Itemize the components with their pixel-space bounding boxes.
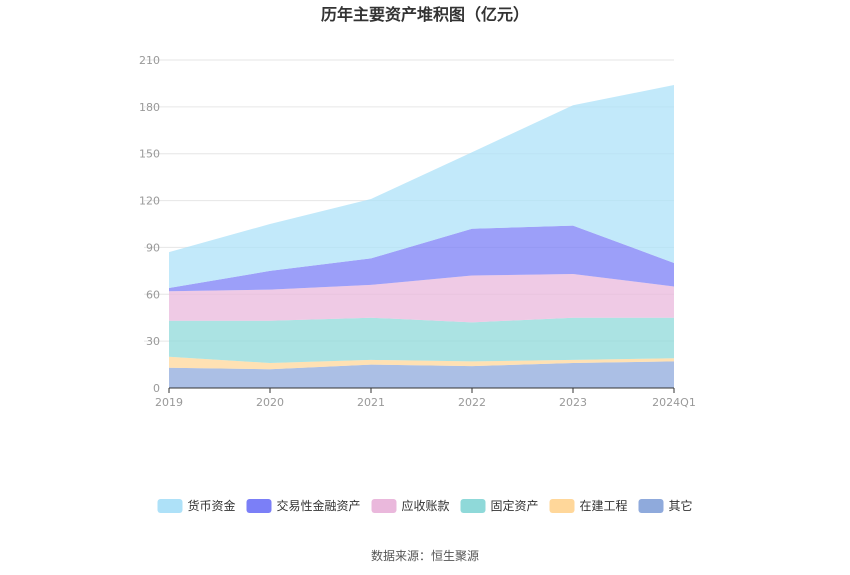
legend-swatch [246,499,272,513]
y-tick-label: 60 [146,288,160,301]
legend-swatch [460,499,486,513]
legend[interactable]: 货币资金 交易性金融资产 应收账款 固定资产 在建工程 其它 [157,498,693,513]
area-series-2 [169,317,674,363]
y-tick-label: 30 [146,335,160,348]
legend-item[interactable]: 固定资产 [460,498,539,513]
y-tick-label: 180 [139,101,160,114]
y-tick-label: 0 [153,382,160,395]
area-series-5 [169,85,674,288]
legend-item[interactable]: 其它 [638,498,693,513]
area-series [169,85,674,388]
legend-label: 货币资金 [188,498,236,513]
legend-label: 在建工程 [580,498,628,513]
legend-item[interactable]: 货币资金 [157,498,236,513]
legend-swatch [157,499,183,513]
legend-label: 应收账款 [402,498,450,513]
legend-item[interactable]: 在建工程 [549,498,628,513]
legend-label: 交易性金融资产 [277,498,361,513]
chart-title: 历年主要资产堆积图（亿元） [321,5,529,24]
legend-swatch [638,499,664,513]
legend-swatch [549,499,575,513]
legend-label: 其它 [669,498,693,513]
area-series-4 [169,225,674,292]
y-tick-label: 90 [146,241,160,254]
legend-item[interactable]: 应收账款 [371,498,450,513]
y-tick-label: 210 [139,54,160,67]
x-tick-label: 2021 [357,396,385,409]
data-source-note: 数据来源：恒生聚源 [371,548,479,563]
legend-item[interactable]: 交易性金融资产 [246,498,361,513]
x-tick-label: 2019 [155,396,183,409]
legend-label: 固定资产 [491,498,539,513]
y-tick-label: 150 [139,148,160,161]
x-tick-label: 2023 [559,396,587,409]
x-tick-label: 2024Q1 [652,396,696,409]
area-series-1 [169,356,674,370]
axes: 0 30 60 90 120 150 180 210 2019 2020 2021 2022 2023 2… [139,54,696,409]
y-tick-label: 120 [139,195,160,208]
area-series-3 [169,274,674,323]
x-tick-label: 2020 [256,396,284,409]
area-series-0 [169,361,674,388]
legend-swatch [371,499,397,513]
x-tick-label: 2022 [458,396,486,409]
